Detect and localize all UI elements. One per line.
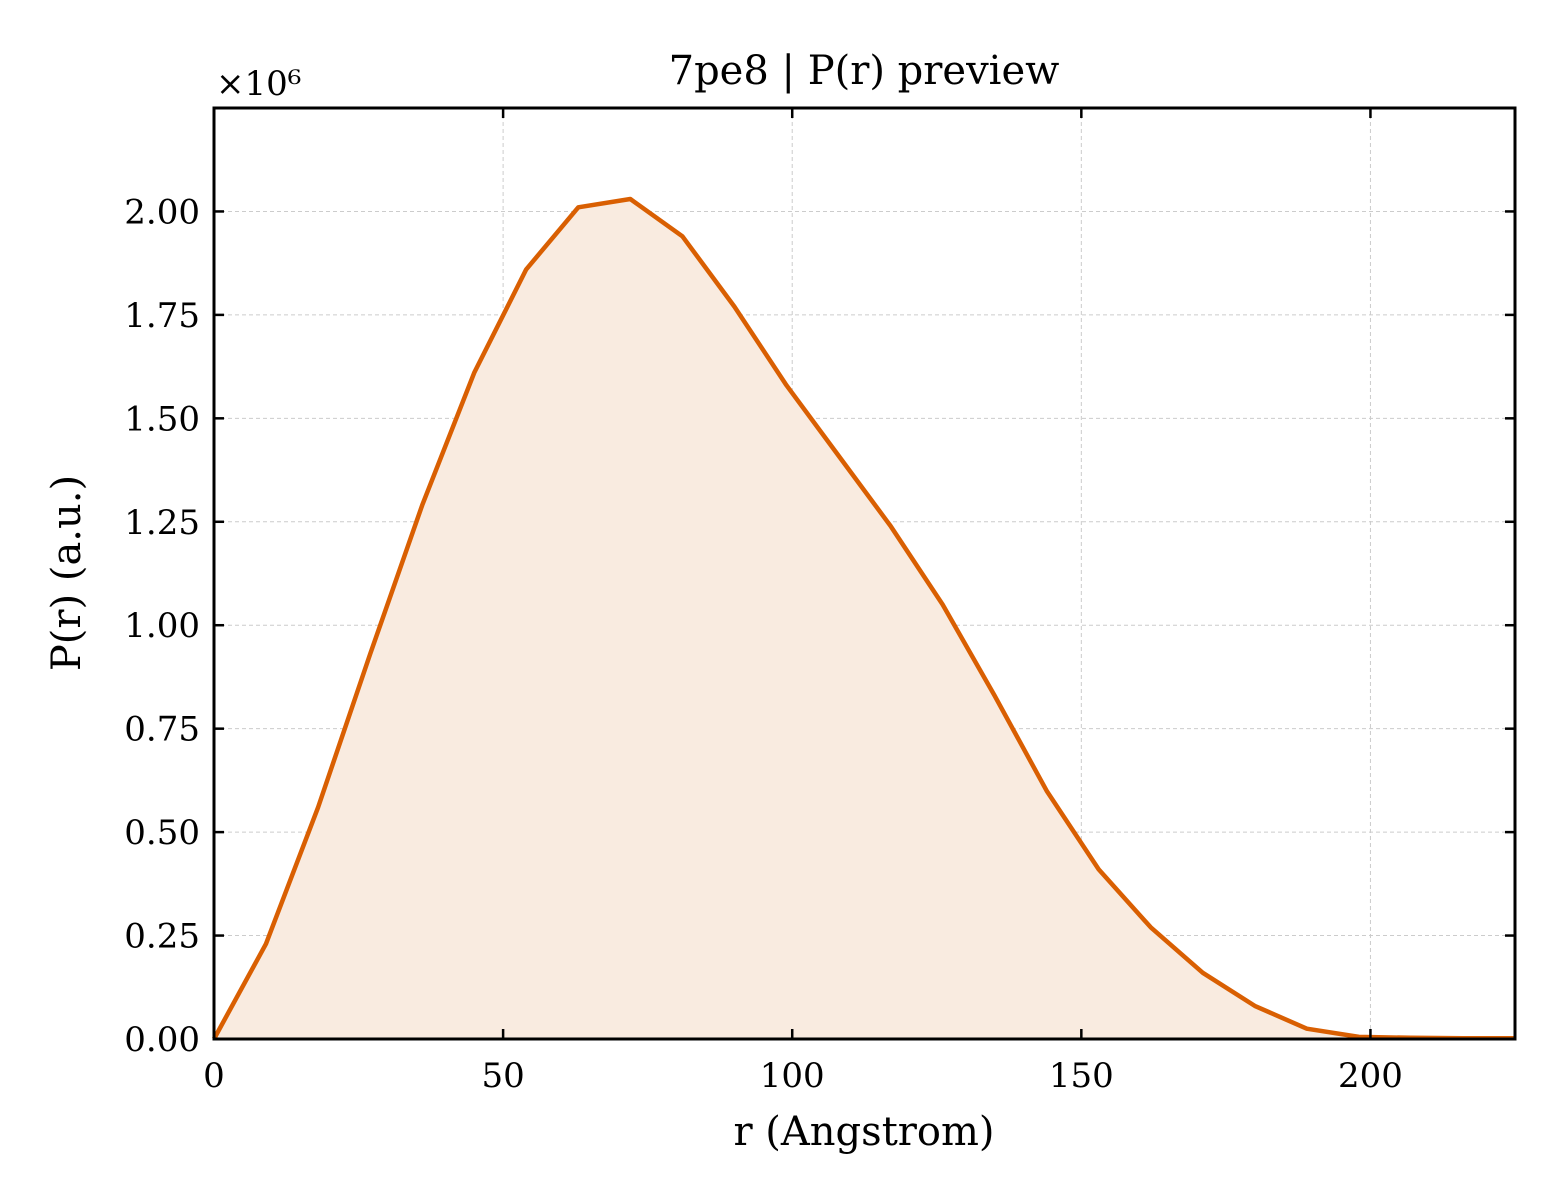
tick-layer: 0 50 100 150 200 0.00 0.25 0.50 0.75 1.00 1.25 1.50… [124,108,1515,1096]
area-fill [214,199,1515,1039]
y-tick-label: 1.75 [124,296,200,336]
y-tick-label: 1.00 [124,606,200,646]
series-line [212,196,1515,1041]
y-tick-label: 1.25 [124,503,200,543]
x-tick-label: 100 [760,1056,825,1096]
plot-frame [212,106,1517,1041]
y-tick-label: 2.00 [124,192,200,232]
y-multiplier-label: ×10⁶ [216,64,301,104]
y-tick-label: 0.75 [124,710,200,750]
y-tick-label: 0.00 [124,1020,200,1060]
x-tick-label: 150 [1049,1056,1114,1096]
y-tick-label: 0.25 [124,917,200,957]
x-tick-label: 0 [203,1056,225,1096]
x-tick-label: 200 [1338,1056,1403,1096]
y-axis-label: P(r) (a.u.) [44,475,90,671]
x-tick-label: 50 [481,1056,524,1096]
y-tick-label: 1.50 [124,399,200,439]
x-axis-label: r (Angstrom) [733,1109,994,1155]
chart-title: 7pe8 | P(r) preview [669,48,1060,94]
y-tick-label: 0.50 [124,813,200,853]
